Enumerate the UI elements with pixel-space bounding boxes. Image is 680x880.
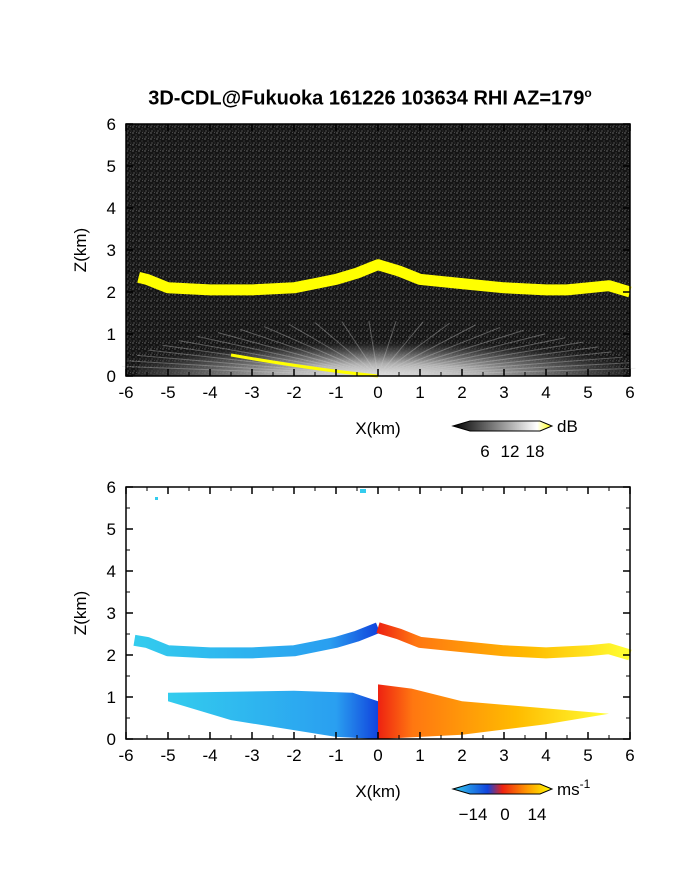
x-axis-label: X(km) [355, 782, 400, 801]
x-tick-label: 1 [415, 746, 424, 765]
y-tick-label: 1 [107, 325, 116, 344]
panel2-plot [126, 487, 632, 739]
y-tick-label: 2 [107, 646, 116, 665]
lidar-ray [368, 320, 379, 377]
x-tick-label: -4 [202, 383, 217, 402]
x-tick-label: -3 [244, 746, 259, 765]
colorbar-1-tick: 6 [480, 442, 489, 461]
lidar-ray [217, 332, 379, 377]
colorbar-2-tick: 0 [500, 805, 509, 824]
lidar-ray [341, 321, 379, 377]
x-tick-label: -5 [160, 746, 175, 765]
x-tick-label: -6 [118, 383, 133, 402]
x-tick-label: 6 [625, 383, 634, 402]
y-tick-label: 6 [107, 115, 116, 134]
lidar-ray [377, 351, 612, 377]
lidar-ray [314, 322, 379, 377]
x-tick-label: 0 [373, 746, 382, 765]
panel1-plot [121, 124, 636, 378]
y-tick-label: 1 [107, 688, 116, 707]
lidar-ray [377, 324, 476, 377]
lidar-ray [263, 326, 379, 377]
y-tick-label: 2 [107, 283, 116, 302]
y-tick-label: 4 [107, 199, 116, 218]
y-axis-label: Z(km) [71, 228, 90, 272]
x-tick-label: 2 [457, 383, 466, 402]
lidar-ray [288, 323, 379, 377]
y-tick-label: 5 [107, 520, 116, 539]
lidar-ray [240, 328, 379, 377]
x-tick-label: 0 [373, 383, 382, 402]
colorbar-2-tick: −14 [459, 805, 488, 824]
colorbar-1-tick: 18 [526, 442, 545, 461]
lidar-ray [377, 333, 546, 377]
x-tick-label: 6 [625, 746, 634, 765]
lidar-ray [377, 329, 524, 377]
lidar-ray [377, 320, 397, 377]
colorbar-1: dB 6 12 18 [451, 417, 578, 461]
x-tick-label: 5 [583, 383, 592, 402]
lidar-ray [377, 356, 623, 377]
x-tick-label: -5 [160, 383, 175, 402]
colorbar-2: ms-1 −14 0 14 [451, 777, 591, 824]
colorbar-1-unit: dB [557, 417, 578, 436]
lidar-ray [377, 346, 599, 377]
lidar-ray [377, 321, 424, 377]
x-tick-label: 4 [541, 746, 550, 765]
x-tick-label: 1 [415, 383, 424, 402]
x-tick-label: -4 [202, 746, 217, 765]
lidar-ray [377, 367, 636, 377]
y-tick-label: 6 [107, 478, 116, 497]
lidar-ray [178, 340, 379, 377]
x-axis-label: X(km) [355, 419, 400, 438]
x-tick-label: -2 [286, 746, 301, 765]
y-tick-label: 4 [107, 562, 116, 581]
y-tick-label: 5 [107, 157, 116, 176]
colorbar-1-tick: 12 [501, 442, 520, 461]
chart-title: 3D-CDL@Fukuoka 161226 103634 RHI AZ=179o [148, 86, 592, 110]
colorbar-2-unit: ms-1 [557, 777, 591, 799]
x-tick-label: 3 [499, 383, 508, 402]
lidar-ray [377, 326, 501, 377]
x-tick-label: -1 [328, 383, 343, 402]
y-tick-label: 3 [107, 604, 116, 623]
lidar-ray [377, 322, 450, 377]
x-tick-label: 2 [457, 746, 466, 765]
x-tick-label: -6 [118, 746, 133, 765]
x-tick-label: 3 [499, 746, 508, 765]
x-tick-label: -1 [328, 746, 343, 765]
x-tick-label: 4 [541, 383, 550, 402]
y-tick-label: 0 [107, 367, 116, 386]
lidar-ray [377, 341, 583, 377]
x-tick-label: 5 [583, 746, 592, 765]
y-axis-label: Z(km) [71, 591, 90, 635]
lidar-ray [197, 335, 379, 377]
lidar-ray [377, 337, 566, 377]
colorbar-2-tick: 14 [528, 805, 547, 824]
x-tick-label: -2 [286, 383, 301, 402]
y-tick-label: 3 [107, 241, 116, 260]
y-tick-label: 0 [107, 730, 116, 749]
x-tick-label: -3 [244, 383, 259, 402]
